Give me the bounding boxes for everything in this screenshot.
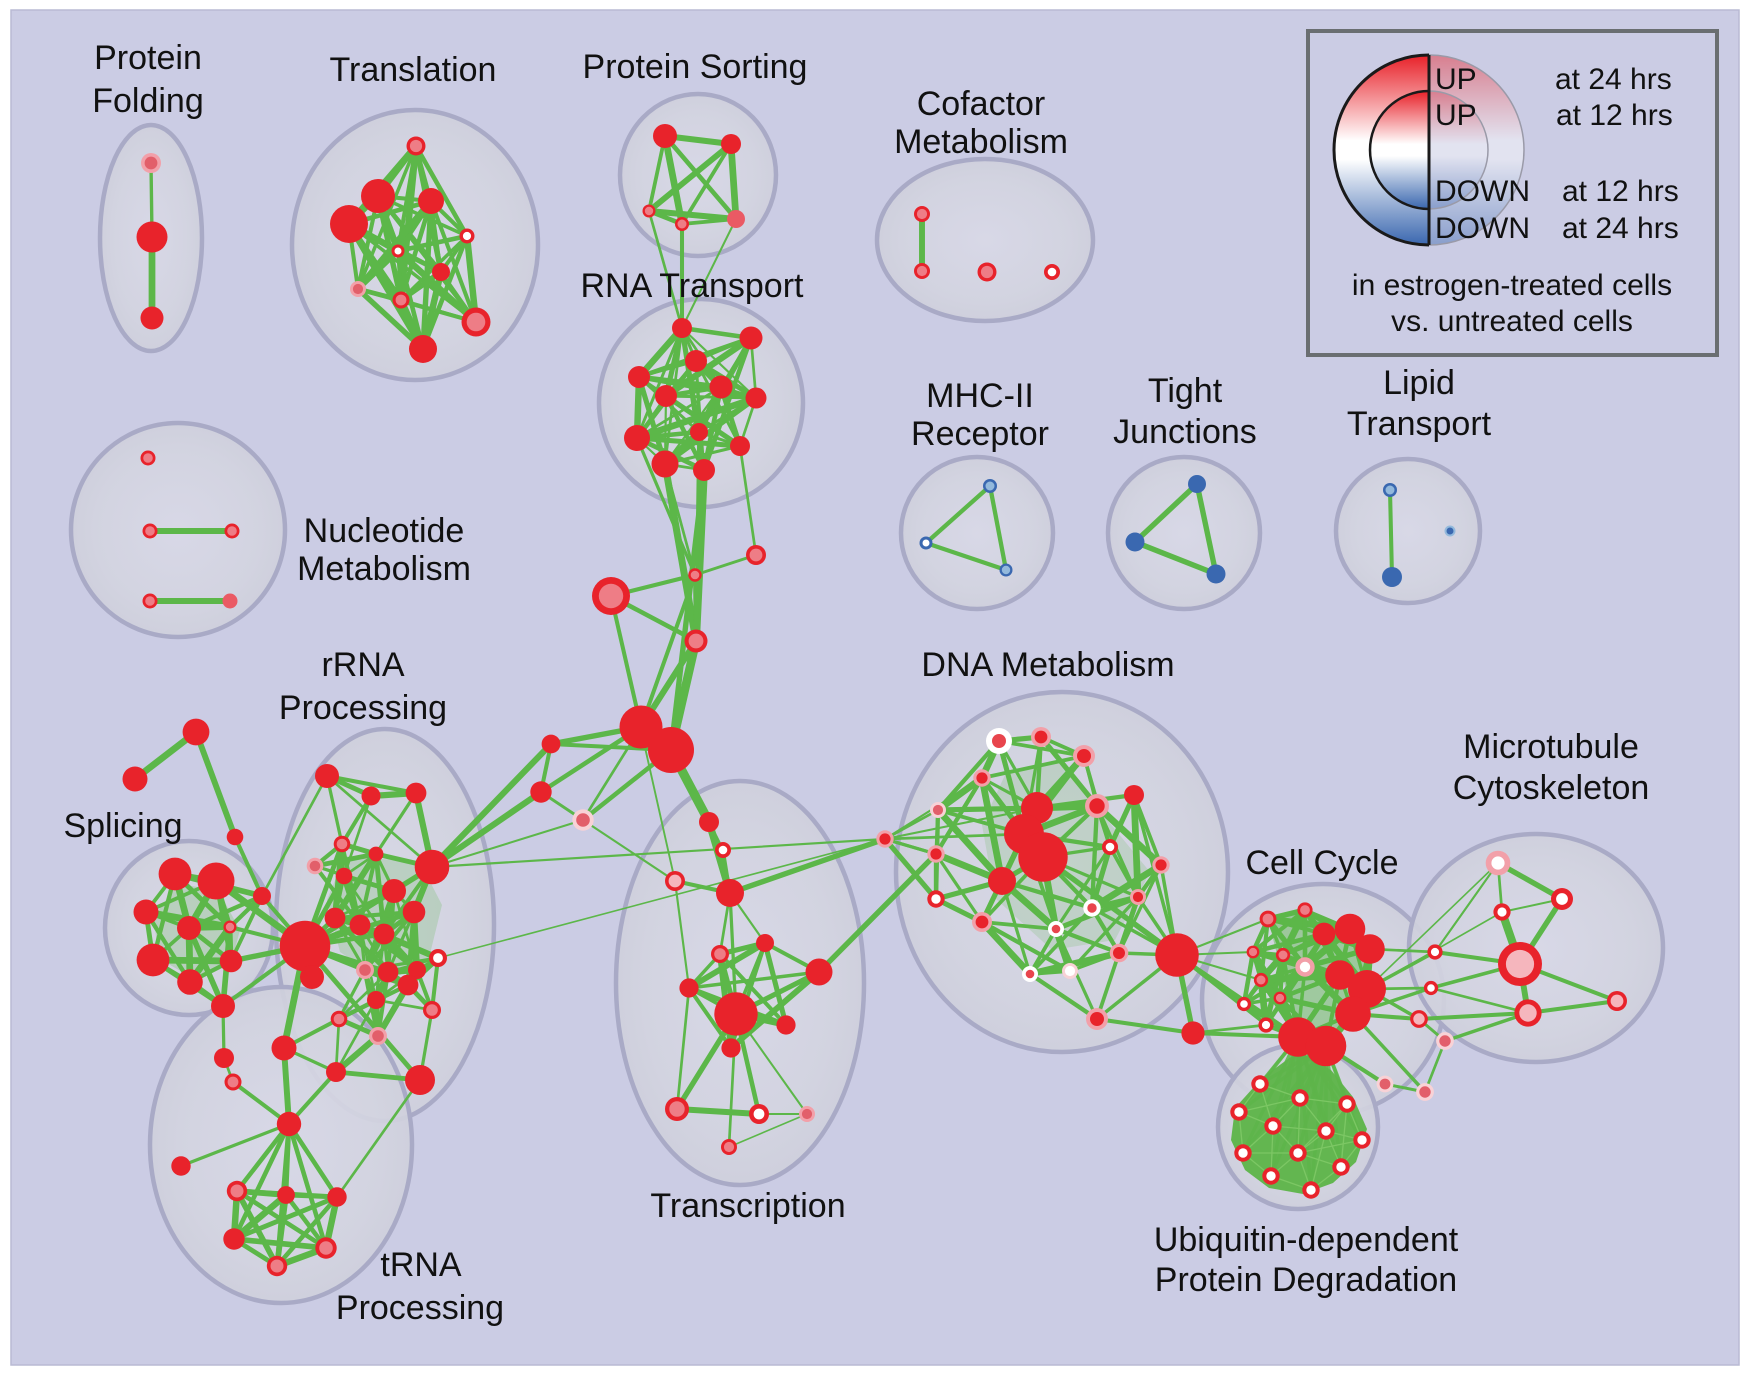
svg-text:Transcription: Transcription	[650, 1187, 845, 1225]
svg-text:DNA Metabolism: DNA Metabolism	[921, 646, 1174, 684]
svg-text:Cytoskeleton: Cytoskeleton	[1453, 769, 1650, 807]
svg-text:Processing: Processing	[279, 689, 447, 727]
svg-text:Transport: Transport	[1347, 405, 1492, 443]
svg-text:Microtubule: Microtubule	[1463, 728, 1639, 766]
svg-text:UP: UP	[1435, 99, 1477, 132]
svg-text:tRNA: tRNA	[380, 1246, 462, 1284]
svg-text:MHC-II: MHC-II	[926, 377, 1034, 415]
svg-text:Metabolism: Metabolism	[297, 550, 471, 588]
svg-text:Processing: Processing	[336, 1289, 504, 1327]
svg-text:DOWN: DOWN	[1435, 175, 1530, 208]
svg-text:UP: UP	[1435, 63, 1477, 96]
svg-text:Lipid: Lipid	[1383, 364, 1455, 402]
svg-text:at 24 hrs: at 24 hrs	[1555, 63, 1672, 96]
svg-text:Receptor: Receptor	[911, 415, 1049, 453]
svg-text:Tight: Tight	[1148, 372, 1223, 410]
svg-text:RNA Transport: RNA Transport	[581, 267, 805, 305]
svg-text:Protein Sorting: Protein Sorting	[583, 48, 808, 86]
svg-text:vs. untreated cells: vs. untreated cells	[1391, 305, 1633, 338]
svg-text:Cell Cycle: Cell Cycle	[1245, 844, 1398, 882]
svg-text:Junctions: Junctions	[1113, 413, 1257, 451]
svg-text:DOWN: DOWN	[1435, 212, 1530, 245]
svg-text:Ubiquitin-dependent: Ubiquitin-dependent	[1154, 1221, 1459, 1259]
svg-text:Metabolism: Metabolism	[894, 123, 1068, 161]
svg-text:rRNA: rRNA	[321, 646, 404, 684]
svg-text:at 12 hrs: at 12 hrs	[1556, 99, 1673, 132]
svg-text:Protein: Protein	[94, 39, 202, 77]
svg-text:Translation: Translation	[330, 51, 497, 89]
svg-text:in estrogen-treated cells: in estrogen-treated cells	[1352, 269, 1672, 302]
svg-text:Splicing: Splicing	[63, 807, 182, 845]
svg-text:Protein Degradation: Protein Degradation	[1155, 1261, 1457, 1299]
svg-text:Nucleotide: Nucleotide	[304, 512, 465, 550]
svg-text:Folding: Folding	[92, 82, 204, 120]
svg-text:Cofactor: Cofactor	[917, 85, 1046, 123]
svg-text:at 24 hrs: at 24 hrs	[1562, 212, 1679, 245]
svg-text:at 12 hrs: at 12 hrs	[1562, 175, 1679, 208]
